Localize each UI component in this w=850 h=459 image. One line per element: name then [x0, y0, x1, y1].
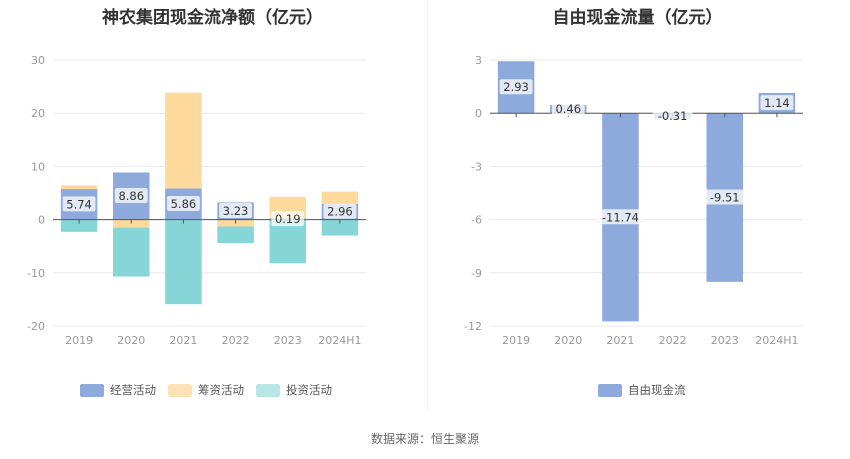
x-tick-label: 2023: [711, 334, 739, 347]
data-label: 0.19: [275, 212, 301, 226]
x-tick-label: 2019: [65, 334, 93, 347]
y-tick-label: -12: [464, 320, 482, 333]
bar-2022-series-2: [217, 226, 254, 244]
panel-divider: [427, 0, 428, 410]
data-label-bg: [704, 189, 745, 205]
y-tick-label: 10: [31, 160, 45, 173]
data-label: 2.93: [503, 80, 529, 94]
x-tick-label: 2024H1: [318, 334, 361, 347]
data-source-note: 数据来源：恒生聚源: [370, 432, 479, 446]
data-label: 3.23: [223, 204, 249, 218]
bar-2021-series-2: [165, 219, 202, 305]
legend-label-free-cashflow: 自由现金流: [628, 383, 686, 397]
bar-2024h1-series-2: [321, 219, 359, 236]
bar-2019-series-2: [60, 219, 98, 232]
data-label: 5.74: [66, 197, 92, 211]
data-label-bg: [760, 95, 794, 111]
legend-label-operating: 经营活动: [110, 383, 156, 397]
x-tick-label: 2020: [554, 334, 582, 347]
y-tick-label: -6: [471, 214, 482, 227]
x-tick-label: 2024H1: [755, 334, 798, 347]
data-label-bg: [114, 188, 148, 204]
legend-swatch-operating: [80, 383, 104, 397]
x-tick-label: 2019: [502, 334, 530, 347]
bar-2024h1-series-1: [321, 191, 359, 204]
data-label-bg: [62, 196, 96, 212]
right-chart-title: 自由现金流量（亿元）: [552, 8, 723, 28]
y-tick-label: -20: [27, 320, 45, 333]
data-label-bg: [323, 203, 357, 219]
y-tick-label: -9: [471, 267, 482, 280]
legend-swatch-financing: [168, 383, 192, 397]
y-tick-label: 0: [475, 107, 482, 120]
cashflow-net-chart: -20 -10 0 10 20 30 2019 2020 2021 2022 2023 2024H1 5…: [27, 54, 366, 347]
data-label: -11.74: [602, 210, 639, 224]
y-tick-label: 0: [38, 214, 45, 227]
legend-item-operating[interactable]: 经营活动: [80, 382, 156, 398]
data-label-bg: [551, 101, 585, 117]
data-label: 0.46: [555, 102, 581, 116]
legend-item-investing[interactable]: 投资活动: [256, 382, 332, 398]
y-tick-label: 3: [475, 54, 482, 67]
legend-label-financing: 筹资活动: [198, 383, 244, 397]
data-label: 8.86: [118, 189, 144, 203]
x-tick-label: 2022: [659, 334, 687, 347]
bar-2021-series-1: [165, 92, 202, 189]
data-label-bg: [219, 203, 252, 219]
bar-2020-series-2: [112, 227, 150, 277]
data-label: -9.51: [710, 191, 740, 205]
legend-item-free-cashflow[interactable]: 自由现金流: [598, 382, 686, 398]
x-tick-label: 2022: [222, 334, 250, 347]
left-chart-title: 神农集团现金流净额（亿元）: [102, 8, 323, 28]
x-tick-label: 2020: [117, 334, 145, 347]
data-label: 5.86: [171, 197, 197, 211]
legend-swatch-free-cashflow: [598, 383, 622, 397]
x-tick-label: 2023: [274, 334, 302, 347]
data-label: 2.96: [327, 205, 353, 219]
data-label: -0.31: [658, 109, 688, 123]
data-label-bg: [652, 107, 693, 123]
data-label-bg: [499, 79, 533, 95]
legend-label-investing: 投资活动: [286, 383, 332, 397]
legend-item-financing[interactable]: 筹资活动: [168, 382, 244, 398]
x-tick-label: 2021: [169, 334, 197, 347]
y-tick-label: 30: [31, 54, 45, 67]
data-label-bg: [271, 211, 305, 227]
y-tick-label: 20: [31, 107, 45, 120]
bar-2023-series-2: [269, 219, 307, 264]
left-legend: 经营活动 筹资活动 投资活动: [80, 382, 344, 398]
legend-swatch-investing: [256, 383, 280, 397]
bar-2019-series-1: [60, 185, 98, 190]
data-label-bg: [596, 209, 645, 225]
data-label-bg: [167, 196, 200, 212]
right-legend: 自由现金流: [598, 382, 698, 398]
data-label: 1.14: [764, 96, 790, 110]
y-tick-label: -3: [471, 160, 482, 173]
free-cashflow-chart: -12 -9 -6 -3 0 3 2019 2020 2021 2022 2023 2024H1 2.9…: [464, 54, 803, 347]
x-tick-label: 2021: [606, 334, 634, 347]
y-tick-label: -10: [27, 267, 45, 280]
